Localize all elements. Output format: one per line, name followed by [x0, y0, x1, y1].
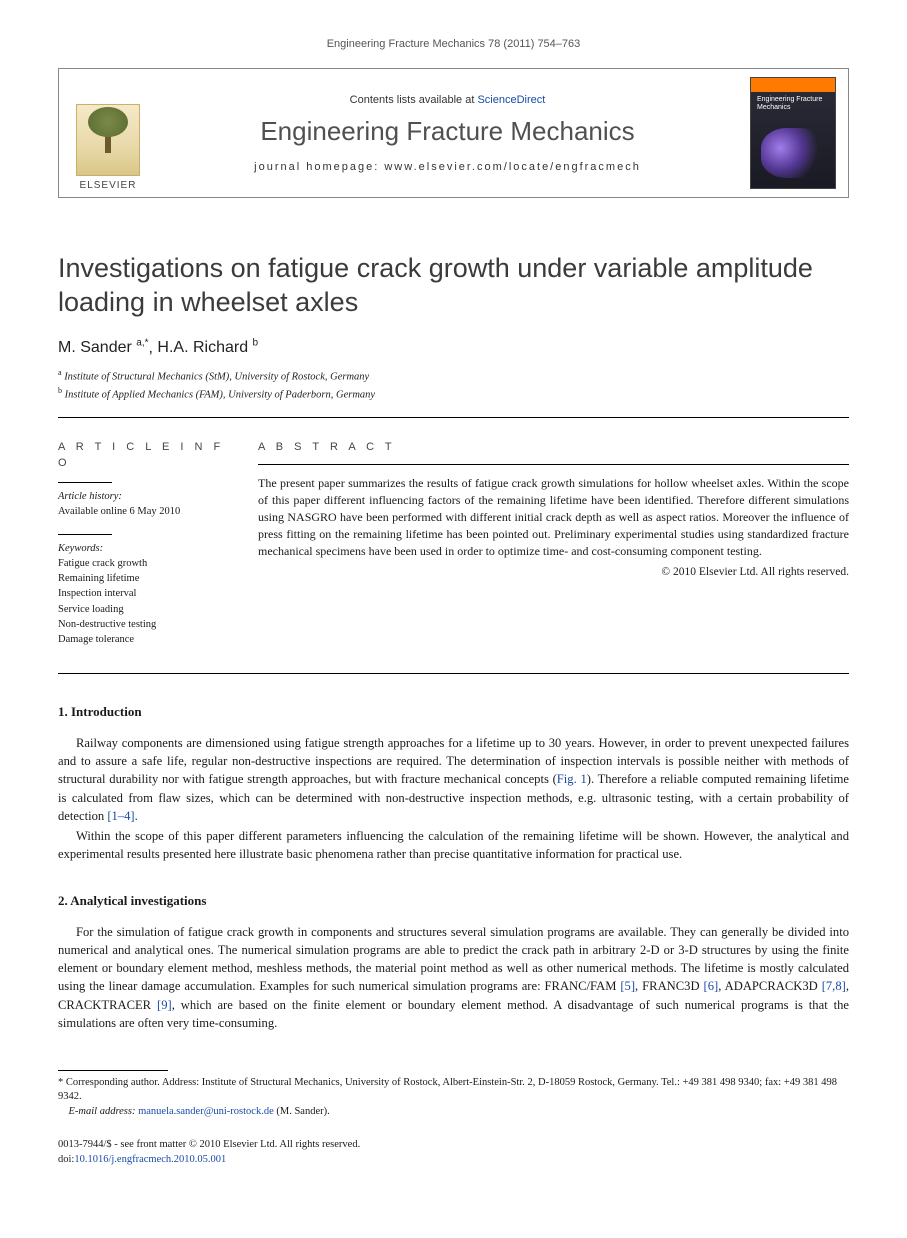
- footnotes: * Corresponding author. Address: Institu…: [58, 1070, 849, 1120]
- abstract-copyright: © 2010 Elsevier Ltd. All rights reserved…: [258, 564, 849, 580]
- ref-7-8-link[interactable]: [7,8]: [822, 979, 846, 993]
- keyword-4: Service loading: [58, 602, 240, 617]
- front-matter-line: 0013-7944/$ - see front matter © 2010 El…: [58, 1138, 849, 1153]
- journal-homepage: journal homepage: www.elsevier.com/locat…: [254, 161, 641, 173]
- s1-para-1: Railway components are dimensioned using…: [58, 734, 849, 825]
- cover-art-icon: [761, 128, 825, 178]
- affiliation-b: b Institute of Applied Mechanics (FAM), …: [58, 385, 849, 403]
- article-info-head: A R T I C L E I N F O: [58, 430, 240, 480]
- keyword-1: Fatigue crack growth: [58, 556, 240, 571]
- keyword-2: Remaining lifetime: [58, 571, 240, 586]
- email-link[interactable]: manuela.sander@uni-rostock.de: [138, 1106, 274, 1117]
- affiliations: a Institute of Structural Mechanics (StM…: [58, 367, 849, 404]
- author-list: M. Sander a,*, H.A. Richard b: [58, 338, 849, 357]
- journal-cover-thumb: Engineering Fracture Mechanics: [750, 77, 836, 189]
- fig-1-link[interactable]: Fig. 1: [557, 772, 587, 786]
- section-2-head: 2. Analytical investigations: [58, 893, 849, 909]
- aff-a-text: Institute of Structural Mechanics (StM),…: [64, 371, 369, 382]
- cover-orange-bar: [751, 78, 835, 92]
- corresponding-author: * Corresponding author. Address: Institu…: [58, 1076, 849, 1105]
- contents-prefix: Contents lists available at: [350, 94, 478, 106]
- refs-1-4-link[interactable]: [1–4]: [107, 809, 134, 823]
- aff-b-mark: b: [58, 386, 62, 395]
- ref-9-link[interactable]: [9]: [157, 998, 172, 1012]
- doi-line: doi:10.1016/j.engfracmech.2010.05.001: [58, 1153, 849, 1168]
- section-1-body: Railway components are dimensioned using…: [58, 734, 849, 863]
- homepage-url[interactable]: www.elsevier.com/locate/engfracmech: [384, 161, 640, 173]
- elsevier-tree-icon: [76, 104, 140, 176]
- author-2: H.A. Richard b: [157, 339, 258, 356]
- doi-label: doi:: [58, 1154, 74, 1165]
- history-head: Article history:: [58, 489, 240, 504]
- doi-link[interactable]: 10.1016/j.engfracmech.2010.05.001: [74, 1154, 226, 1165]
- section-2-body: For the simulation of fatigue crack grow…: [58, 923, 849, 1032]
- affiliation-a: a Institute of Structural Mechanics (StM…: [58, 367, 849, 385]
- article-history: Article history: Available online 6 May …: [58, 489, 240, 519]
- keyword-3: Inspection interval: [58, 586, 240, 601]
- aff-a-mark: a: [58, 368, 62, 377]
- rule-bottom: [58, 673, 849, 674]
- email-who: (M. Sander).: [274, 1106, 330, 1117]
- contents-available: Contents lists available at ScienceDirec…: [350, 94, 546, 106]
- abstract-head: A B S T R A C T: [258, 430, 849, 464]
- s2-p1-e: , which are based on the finite element …: [58, 998, 849, 1030]
- history-line: Available online 6 May 2010: [58, 504, 240, 519]
- keyword-6: Damage tolerance: [58, 632, 240, 647]
- s2-p1-c: , ADAPCRACK3D: [718, 979, 821, 993]
- ref-5-link[interactable]: [5]: [620, 979, 635, 993]
- author-2-name: H.A. Richard: [157, 339, 248, 356]
- info-rule-2: [58, 534, 112, 535]
- running-head: Engineering Fracture Mechanics 78 (2011)…: [58, 38, 849, 50]
- article-info-column: A R T I C L E I N F O Article history: A…: [58, 418, 258, 673]
- article-title: Investigations on fatigue crack growth u…: [58, 252, 849, 320]
- keywords-block: Keywords: Fatigue crack growth Remaining…: [58, 541, 240, 648]
- author-2-marks: b: [253, 338, 259, 349]
- s1-p1-c: .: [135, 809, 138, 823]
- cover-title-lines: Engineering Fracture Mechanics: [757, 96, 835, 112]
- abstract-rule: [258, 464, 849, 465]
- ref-6-link[interactable]: [6]: [704, 979, 719, 993]
- s2-p1-b: , FRANC3D: [635, 979, 703, 993]
- keyword-5: Non-destructive testing: [58, 617, 240, 632]
- banner-cover: Engineering Fracture Mechanics: [738, 69, 848, 197]
- keywords-head: Keywords:: [58, 541, 240, 556]
- author-1-marks: a,*: [136, 338, 148, 349]
- section-1-head: 1. Introduction: [58, 704, 849, 720]
- sciencedirect-link[interactable]: ScienceDirect: [477, 94, 545, 106]
- aff-b-text: Institute of Applied Mechanics (FAM), Un…: [65, 390, 375, 401]
- s1-para-2: Within the scope of this paper different…: [58, 827, 849, 863]
- author-1: M. Sander a,*: [58, 339, 149, 356]
- author-1-name: M. Sander: [58, 339, 132, 356]
- publisher-logo-block: ELSEVIER: [59, 69, 157, 197]
- info-rule-1: [58, 482, 112, 483]
- abstract-column: A B S T R A C T The present paper summar…: [258, 418, 849, 673]
- email-label: E-mail address:: [69, 1106, 136, 1117]
- journal-title: Engineering Fracture Mechanics: [260, 116, 634, 147]
- bottom-matter: 0013-7944/$ - see front matter © 2010 El…: [58, 1138, 849, 1167]
- elsevier-wordmark: ELSEVIER: [80, 180, 137, 191]
- abstract-text: The present paper summarizes the results…: [258, 475, 849, 560]
- email-line: E-mail address: manuela.sander@uni-rosto…: [58, 1105, 849, 1120]
- info-abstract-row: A R T I C L E I N F O Article history: A…: [58, 418, 849, 673]
- homepage-label: journal homepage:: [254, 161, 384, 173]
- footnote-rule: [58, 1070, 168, 1071]
- banner-center: Contents lists available at ScienceDirec…: [157, 69, 738, 197]
- journal-banner: ELSEVIER Contents lists available at Sci…: [58, 68, 849, 198]
- s2-para-1: For the simulation of fatigue crack grow…: [58, 923, 849, 1032]
